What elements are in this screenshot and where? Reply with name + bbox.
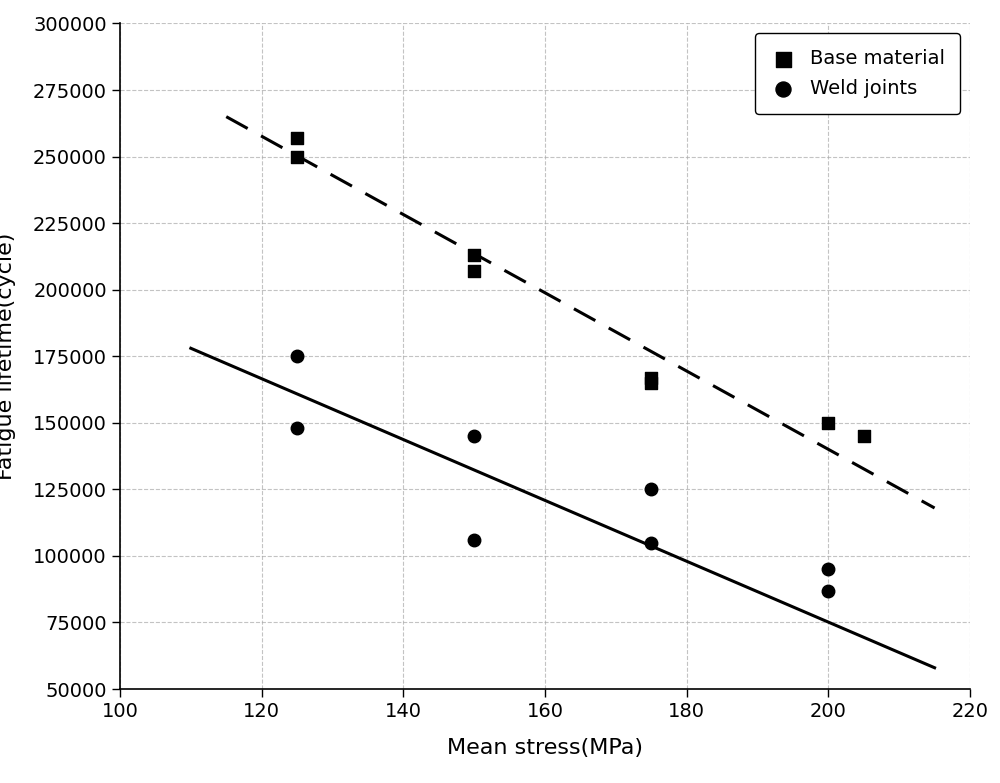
Weld joints bbox=[643, 536, 659, 549]
Weld joints bbox=[643, 483, 659, 496]
Weld joints bbox=[289, 350, 305, 363]
X-axis label: Mean stress(MPa): Mean stress(MPa) bbox=[447, 738, 643, 758]
Weld joints bbox=[289, 422, 305, 435]
Base material bbox=[820, 417, 836, 429]
Base material bbox=[289, 150, 305, 163]
Legend: Base material, Weld joints: Base material, Weld joints bbox=[755, 33, 960, 114]
Base material bbox=[643, 377, 659, 389]
Base material bbox=[466, 249, 482, 262]
Y-axis label: Fatigue lifetime(cycle): Fatigue lifetime(cycle) bbox=[0, 233, 16, 480]
Weld joints bbox=[466, 534, 482, 547]
Weld joints bbox=[466, 430, 482, 442]
Weld joints bbox=[820, 584, 836, 597]
Base material bbox=[466, 265, 482, 277]
Base material bbox=[856, 430, 872, 442]
Weld joints bbox=[820, 563, 836, 576]
Base material bbox=[643, 371, 659, 384]
Base material bbox=[289, 132, 305, 144]
